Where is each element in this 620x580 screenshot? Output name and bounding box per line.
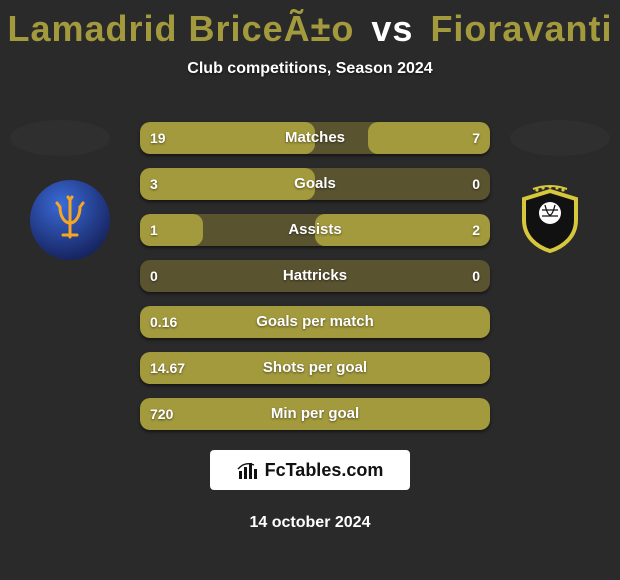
stat-value-left: 0.16 — [150, 306, 177, 338]
stat-label: Shots per goal — [140, 352, 490, 384]
stat-bars: Matches197Goals30Assists12Hattricks00Goa… — [140, 122, 490, 444]
stat-row: Shots per goal14.67 — [140, 352, 490, 384]
stat-label: Goals per match — [140, 306, 490, 338]
club-badge-left — [30, 180, 110, 260]
stat-value-right: 0 — [472, 168, 480, 200]
stat-value-left: 1 — [150, 214, 158, 246]
stat-value-left: 3 — [150, 168, 158, 200]
stat-row: Hattricks0 0 — [140, 260, 490, 292]
page-title: Lamadrid BriceÃ±o vs Fioravanti — [0, 8, 620, 50]
stat-value-left: 14.67 — [150, 352, 185, 384]
stat-row: Assists1 2 — [140, 214, 490, 246]
comparison-figure: Lamadrid BriceÃ±o vs Fioravanti Club com… — [0, 0, 620, 580]
shield-icon — [515, 185, 585, 255]
stat-row: Min per goal720 — [140, 398, 490, 430]
title-vs: vs — [371, 8, 413, 49]
bar-chart-icon — [237, 459, 259, 481]
title-player1: Lamadrid BriceÃ±o — [8, 8, 355, 49]
stat-value-left: 19 — [150, 122, 166, 154]
brand-box: FcTables.com — [210, 450, 410, 490]
shadow-ellipse-left — [10, 120, 110, 156]
stat-value-right: 2 — [472, 214, 480, 246]
stat-label: Hattricks — [140, 260, 490, 292]
stat-row: Matches19 7 — [140, 122, 490, 154]
trident-icon — [45, 195, 95, 245]
title-player2: Fioravanti — [430, 8, 612, 49]
stat-value-right: 0 — [472, 260, 480, 292]
subtitle: Club competitions, Season 2024 — [0, 60, 620, 78]
date-label: 14 october 2024 — [0, 514, 620, 532]
stat-label: Min per goal — [140, 398, 490, 430]
stat-label: Matches — [140, 122, 490, 154]
stat-row: Goals3 0 — [140, 168, 490, 200]
stat-value-left: 0 — [150, 260, 158, 292]
stat-value-right: 7 — [472, 122, 480, 154]
stat-row: Goals per match0.16 — [140, 306, 490, 338]
stat-value-left: 720 — [150, 398, 173, 430]
stat-label: Goals — [140, 168, 490, 200]
stat-label: Assists — [140, 214, 490, 246]
brand-label: FcTables.com — [265, 460, 384, 481]
club-badge-right — [510, 180, 590, 260]
shadow-ellipse-right — [510, 120, 610, 156]
